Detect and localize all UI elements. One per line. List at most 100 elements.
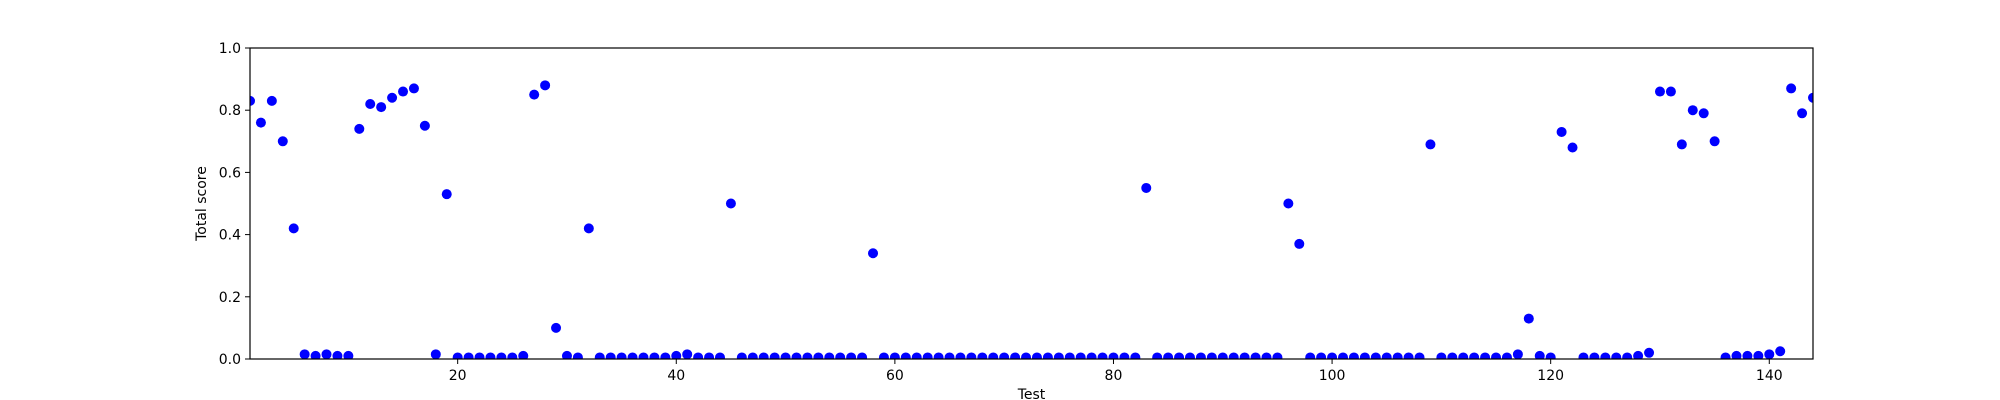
data-point [299,349,310,359]
data-point [1130,352,1141,359]
data-point [496,352,507,359]
data-point [1370,352,1381,359]
data-point [966,352,977,359]
data-point [1381,352,1392,359]
data-point [1491,352,1502,359]
data-point [1305,352,1316,359]
data-point [813,352,824,359]
data-point [1097,352,1108,359]
data-point [1556,126,1567,137]
data-point [1622,352,1633,359]
data-point [430,349,441,359]
data-point [452,352,463,359]
data-point [682,349,693,359]
data-point [250,95,255,106]
data-point [1064,352,1075,359]
data-point [714,352,725,359]
data-point [955,352,966,359]
data-point [889,352,900,359]
y-tick-label: 1.0 [219,41,241,57]
x-tick-label: 140 [1756,368,1783,384]
data-point [540,80,551,91]
data-point [1578,352,1589,359]
data-point [1786,83,1797,94]
data-point [878,352,889,359]
data-point [649,352,660,359]
data-point [627,352,638,359]
data-point [1272,352,1283,359]
data-point [398,86,409,97]
data-point [485,352,496,359]
data-point [1753,350,1764,359]
y-tick-label: 0.2 [219,290,241,306]
data-point [321,349,332,359]
data-point [1075,352,1086,359]
data-point [1731,350,1742,359]
data-point [1283,198,1294,209]
data-point [387,92,398,103]
data-point [616,352,627,359]
data-point [1206,352,1217,359]
data-point [1545,352,1556,359]
data-point [911,352,922,359]
data-point [551,322,562,333]
data-point [255,117,266,128]
data-point [638,352,649,359]
data-point [791,352,802,359]
data-point [769,352,780,359]
data-point [1184,352,1195,359]
data-point [1119,352,1130,359]
data-point [933,352,944,359]
data-point [1195,352,1206,359]
data-point [605,352,616,359]
data-point [365,98,376,109]
x-tick-label: 60 [886,368,904,384]
data-point [693,352,704,359]
data-point [1458,352,1469,359]
data-point [343,350,354,359]
data-point [1447,352,1458,359]
data-point [1174,352,1185,359]
data-point [1316,352,1327,359]
y-tick-label: 0.8 [219,103,241,119]
data-point [1294,238,1305,249]
y-tick-label: 0.4 [219,228,241,244]
data-point [1720,352,1731,359]
data-point [1010,352,1021,359]
data-point [1403,352,1414,359]
data-point [583,223,594,234]
y-axis-ticks: 0.0 0.2 0.4 0.6 0.8 1.0 [219,41,250,368]
x-tick-label: 100 [1319,368,1346,384]
data-point [1086,352,1097,359]
data-point [1163,352,1174,359]
data-point [1687,105,1698,116]
data-point [1764,349,1775,359]
data-point [747,352,758,359]
data-point [977,352,988,359]
plot-frame [249,47,1814,360]
x-tick-label: 40 [667,368,685,384]
data-point [671,350,682,359]
data-point [1633,350,1644,359]
data-point [1797,108,1808,119]
data-point [868,248,879,259]
data-point [1742,350,1753,359]
data-point [419,120,430,131]
data-point [1327,352,1338,359]
data-point [376,102,387,113]
data-point [1611,352,1622,359]
x-tick-label: 80 [1105,368,1123,384]
data-point [1436,352,1447,359]
data-point [1414,352,1425,359]
data-point [900,352,911,359]
y-axis-label: Total score [194,166,210,242]
data-point [1338,352,1349,359]
data-point [1239,352,1250,359]
data-point [408,83,419,94]
data-point [1261,352,1272,359]
data-point [1359,352,1370,359]
data-point [1644,347,1655,358]
data-point [277,136,288,147]
data-point [1392,352,1403,359]
